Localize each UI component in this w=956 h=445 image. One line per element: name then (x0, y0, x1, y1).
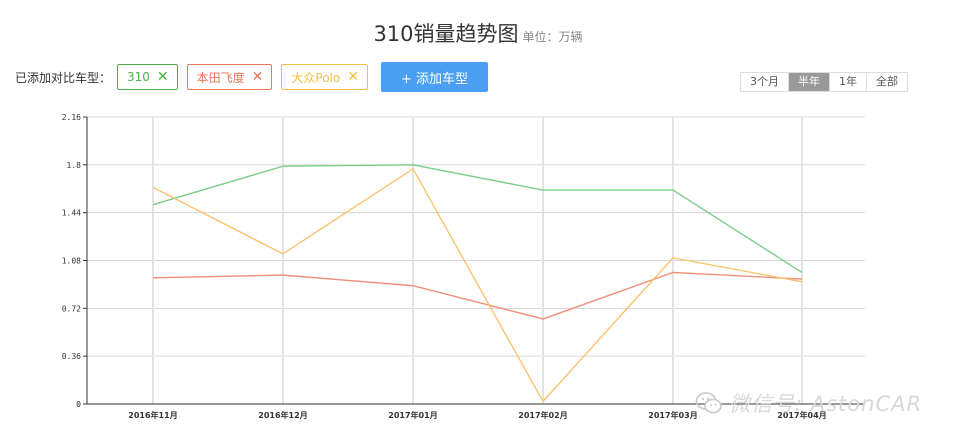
x-tick-label: 2016年12月 (258, 410, 307, 420)
x-tick-label: 2017年03月 (648, 410, 697, 420)
range-tab-1y[interactable]: 1年 (830, 73, 867, 91)
range-tab-6m[interactable]: 半年 (789, 73, 830, 91)
chart-axes (83, 116, 865, 405)
y-tick-label: 1.08 (62, 257, 81, 266)
watermark-text: 微信号: AstonCAR (729, 392, 923, 416)
added-models-label: 已添加对比车型： (15, 70, 112, 85)
y-tick-label: 0 (76, 400, 81, 409)
model-chip-fit[interactable]: 本田飞度 ✕ (186, 64, 273, 90)
y-tick-label: 0.72 (62, 304, 81, 313)
watermark: 微信号: AstonCAR (695, 388, 922, 418)
chart-grid (87, 116, 865, 404)
remove-icon[interactable]: ✕ (156, 69, 169, 85)
y-tick-label: 0.36 (62, 352, 81, 361)
chart-header: 310销量趋势图 单位：万辆 (0, 18, 956, 48)
y-tick-label: 1.8 (67, 161, 82, 170)
series-line-2 (152, 167, 803, 403)
remove-icon[interactable]: ✕ (251, 69, 264, 85)
x-tick-label: 2017年01月 (388, 410, 437, 420)
model-chip-310[interactable]: 310 ✕ (117, 64, 178, 90)
chart-title: 310销量趋势图 (373, 22, 519, 46)
wechat-icon (695, 392, 722, 414)
x-tick-label: 2016年11月 (128, 410, 177, 420)
series-line-1 (152, 271, 803, 320)
x-tick-label: 2017年04月 (777, 410, 826, 420)
chart-series (152, 164, 803, 403)
y-tick-label: 2.16 (62, 113, 81, 122)
compare-controls: 已添加对比车型： 310 ✕ 本田飞度 ✕ 大众Polo ✕ + 添加车型 (15, 62, 488, 92)
x-tick-label: 2017年02月 (518, 410, 567, 420)
model-chip-label: 本田飞度 (196, 70, 245, 85)
unit-label: 单位：万辆 (522, 30, 583, 44)
model-chip-label: 大众Polo (291, 70, 341, 85)
chart-tick-labels: 0 0.36 0.72 1.08 1.44 1.8 2.16 2016年11月 2016年12月… (62, 113, 827, 420)
add-model-button[interactable]: + 添加车型 (380, 62, 488, 92)
y-tick-label: 1.44 (62, 209, 81, 218)
series-line-0 (152, 164, 803, 274)
range-tab-3m[interactable]: 3个月 (741, 73, 789, 91)
time-range-tabs: 3个月 半年 1年 全部 (740, 72, 908, 92)
model-chip-label: 310 (127, 70, 150, 84)
model-chip-polo[interactable]: 大众Polo ✕ (281, 64, 368, 90)
range-tab-all[interactable]: 全部 (876, 75, 898, 88)
remove-icon[interactable]: ✕ (347, 69, 359, 85)
